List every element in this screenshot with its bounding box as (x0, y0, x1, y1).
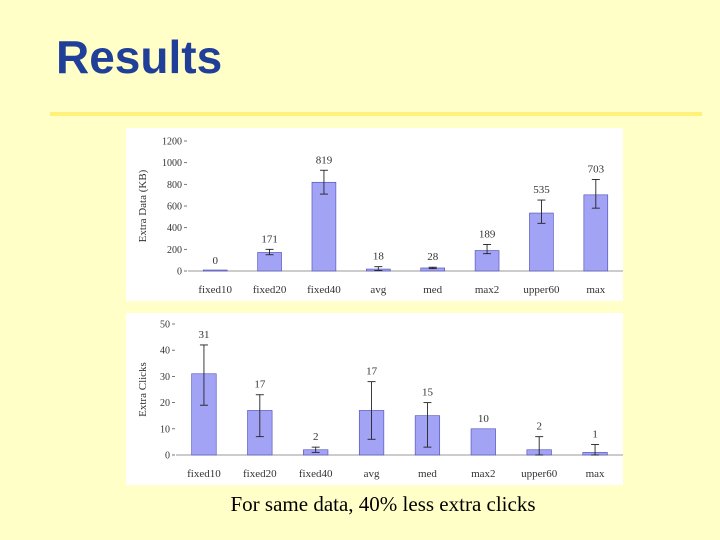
extra-data-chart-svg: Extra Data (KB) 0 200 400 600 800 1000 1200 0 fix… (137, 137, 623, 296)
clicks-chart-category-label-fixed20: fixed20 (243, 468, 277, 480)
clicks-chart-category-label-max2: max2 (471, 468, 495, 480)
clicks-chart-category-label-fixed10: fixed10 (187, 468, 221, 480)
data-chart-y-tick-label: 800 (167, 180, 182, 191)
clicks-chart-y-axis-title: Extra Clicks (137, 362, 149, 417)
data-chart-y-tick-label: 1200 (162, 137, 182, 148)
data-chart-data-label-max2: 189 (479, 228, 496, 240)
data-chart-category-label-fixed40: fixed40 (307, 284, 341, 296)
clicks-chart-data-label-avg: 17 (366, 366, 378, 378)
data-chart-data-label-upper60: 535 (533, 184, 550, 196)
data-chart-bar-fixed10 (202, 269, 228, 272)
data-chart-category-label-max2: max2 (475, 284, 499, 296)
clicks-chart-y-tick-label: 0 (165, 451, 170, 462)
extra-clicks-chart: Extra Clicks 0 10 20 30 40 50 31 fixed10 17 fixed2… (126, 313, 623, 485)
data-chart-category-label-upper60: upper60 (523, 284, 560, 296)
data-chart-y-tick-label: 200 (167, 245, 182, 256)
clicks-chart-data-label-upper60: 2 (536, 421, 542, 433)
slide-caption: For same data, 40% less extra clicks (230, 492, 536, 516)
extra-data-chart: Extra Data (KB) 0 200 400 600 800 1000 1200 0 fix… (126, 128, 623, 301)
data-chart-data-label-max: 703 (588, 163, 605, 175)
data-chart-data-label-med: 28 (427, 251, 439, 263)
data-chart-y-tick-label: 600 (167, 202, 182, 213)
data-chart-data-label-fixed40: 819 (316, 154, 333, 166)
data-chart-y-axis-title: Extra Data (KB) (137, 169, 149, 242)
clicks-chart-y-tick-label: 20 (160, 398, 170, 409)
title-divider (50, 112, 702, 116)
data-chart-bar-fixed40 (311, 181, 337, 272)
slide-title: Results (56, 31, 223, 83)
data-chart-data-label-avg: 18 (373, 251, 385, 263)
clicks-chart-category-label-med: med (418, 468, 437, 480)
data-chart-category-label-max: max (586, 284, 605, 296)
data-chart-y-tick-label: 0 (177, 267, 182, 278)
extra-clicks-chart-svg: Extra Clicks 0 10 20 30 40 50 31 fixed10 17 fixed2… (137, 320, 623, 480)
data-chart-y-tick-label: 1000 (162, 158, 182, 169)
clicks-chart-data-label-fixed10: 31 (198, 329, 209, 341)
clicks-chart-y-tick-label: 10 (160, 424, 170, 435)
clicks-chart-data-label-med: 15 (422, 387, 434, 399)
clicks-chart-category-label-avg: avg (364, 468, 380, 480)
clicks-chart-category-label-max: max (586, 468, 605, 480)
data-chart-y-tick-label: 400 (167, 223, 182, 234)
clicks-chart-y-tick-label: 40 (160, 346, 170, 357)
clicks-chart-y-tick-label: 30 (160, 372, 170, 383)
clicks-chart-category-label-fixed40: fixed40 (299, 468, 333, 480)
clicks-chart-y-tick-label: 50 (160, 320, 170, 331)
data-chart-category-label-fixed20: fixed20 (253, 284, 287, 296)
data-chart-data-label-fixed10: 0 (212, 255, 218, 267)
data-chart-data-label-fixed20: 171 (261, 233, 278, 245)
data-chart-category-label-avg: avg (370, 284, 386, 296)
clicks-chart-data-label-max2: 10 (478, 413, 490, 425)
clicks-chart-bar-max2 (470, 428, 496, 456)
clicks-chart-category-label-upper60: upper60 (521, 468, 558, 480)
data-chart-bar-fixed20 (257, 252, 282, 272)
clicks-chart-data-label-fixed20: 17 (254, 379, 266, 391)
data-chart-category-label-fixed10: fixed10 (198, 284, 232, 296)
clicks-chart-data-label-fixed40: 2 (313, 431, 319, 443)
clicks-chart-data-label-max: 1 (592, 429, 598, 441)
data-chart-category-label-med: med (423, 284, 442, 296)
